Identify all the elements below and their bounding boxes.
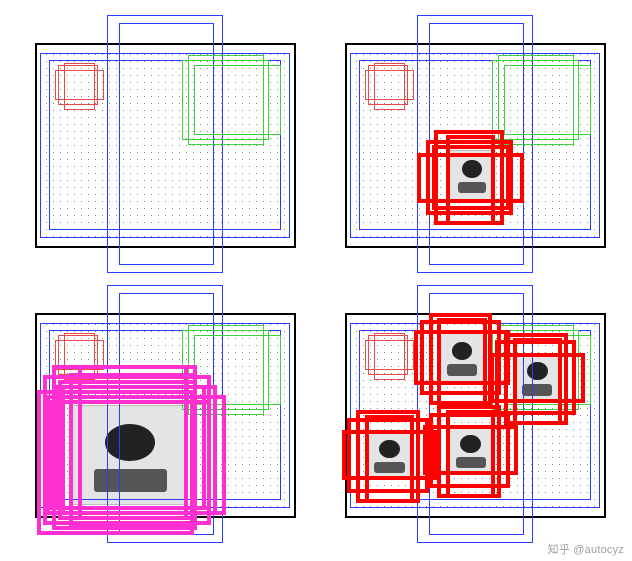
detection-box	[513, 338, 562, 426]
panel-bottom-left	[20, 290, 310, 540]
panel-top-right	[330, 20, 620, 270]
detection-box	[365, 415, 414, 503]
watermark: 知乎 @autocyz	[548, 541, 624, 557]
anchor-box-green	[194, 65, 281, 135]
detection-box	[432, 145, 510, 210]
anchor-box-green	[504, 65, 591, 135]
detection-box	[55, 385, 206, 510]
panel-top-left	[20, 20, 310, 270]
detection-box	[437, 318, 486, 406]
anchor-box-red-small	[374, 63, 406, 111]
watermark-text: 知乎 @autocyz	[548, 544, 624, 556]
panel-bottom-right	[330, 290, 620, 540]
anchor-box-red-small	[374, 333, 406, 381]
anchor-box-red-small	[64, 63, 96, 111]
detection-box	[446, 410, 495, 498]
